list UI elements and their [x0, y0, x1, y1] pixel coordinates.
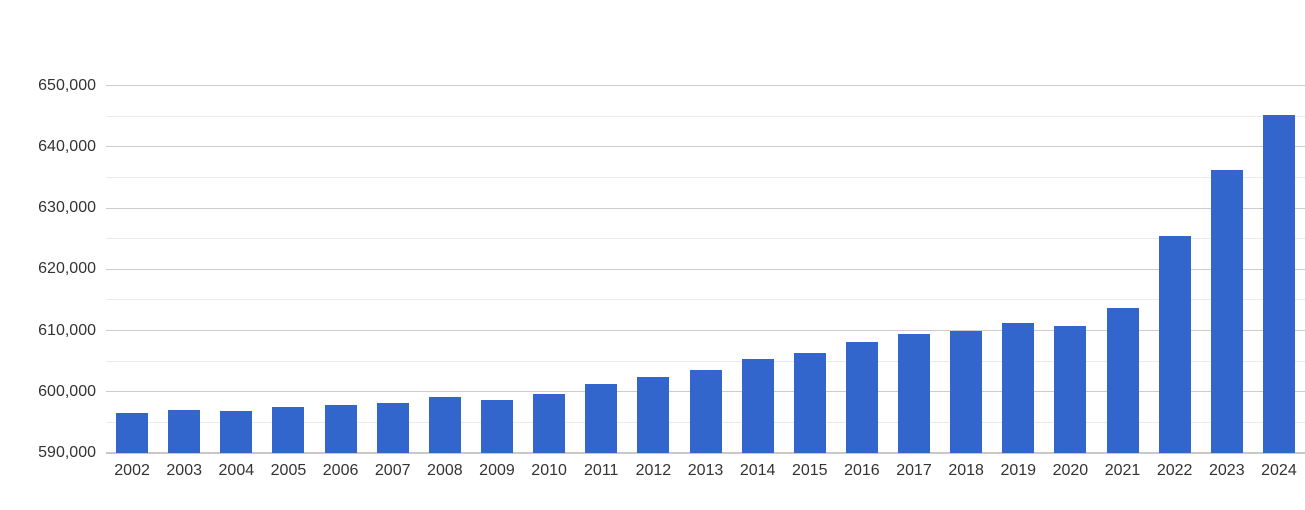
- bar-2016[interactable]: [845, 341, 878, 453]
- bar-2019[interactable]: [1002, 323, 1035, 453]
- bar-2008[interactable]: [428, 397, 461, 453]
- y-axis-label: 610,000: [38, 321, 96, 339]
- bar-2014[interactable]: [741, 358, 774, 453]
- x-axis-label-2016: 2016: [844, 462, 880, 479]
- bar-2024[interactable]: [1262, 114, 1295, 453]
- x-axis-label-2006: 2006: [322, 462, 359, 479]
- x-axis-label-2009: 2009: [479, 462, 515, 479]
- y-axis-label: 650,000: [38, 76, 96, 94]
- bar-2015[interactable]: [793, 352, 826, 453]
- x-axis-label-2008: 2008: [427, 462, 463, 479]
- bar-2003[interactable]: [168, 409, 201, 453]
- x-axis-label-2002: 2002: [114, 462, 150, 479]
- bar-2020[interactable]: [1054, 326, 1087, 453]
- x-axis-label-2018: 2018: [948, 462, 984, 479]
- minor-gridline: [106, 299, 1305, 301]
- x-axis-label-2021: 2021: [1104, 462, 1141, 479]
- x-axis-label-2012: 2012: [635, 462, 672, 479]
- major-gridline: [106, 207, 1305, 209]
- major-gridline: [106, 85, 1305, 86]
- x-axis-label-2015: 2015: [791, 462, 828, 479]
- bar-2012[interactable]: [637, 377, 670, 453]
- x-axis-label-2011: 2011: [584, 462, 619, 479]
- bar-2018[interactable]: [950, 331, 983, 453]
- bar-2010[interactable]: [533, 393, 566, 453]
- x-axis-label-2014: 2014: [739, 462, 776, 479]
- bar-2002[interactable]: [116, 412, 149, 453]
- bar-2017[interactable]: [898, 334, 931, 453]
- x-axis-label-2007: 2007: [374, 462, 411, 479]
- x-axis-label-2019: 2019: [1000, 462, 1037, 479]
- bar-2007[interactable]: [376, 403, 409, 453]
- x-axis-label-2004: 2004: [218, 462, 255, 479]
- x-axis-label-2003: 2003: [166, 462, 202, 479]
- major-gridline: [106, 268, 1305, 270]
- x-axis-label-2013: 2013: [687, 462, 724, 479]
- bar-2004[interactable]: [220, 410, 253, 453]
- x-axis-label-2017: 2017: [896, 462, 932, 479]
- bar-2013[interactable]: [689, 370, 722, 453]
- minor-gridline: [106, 115, 1305, 117]
- minor-gridline: [106, 176, 1305, 178]
- bar-2005[interactable]: [272, 407, 305, 453]
- x-axis-label-2024: 2024: [1261, 462, 1297, 479]
- bar-2023[interactable]: [1210, 170, 1243, 453]
- bar-2022[interactable]: [1158, 236, 1191, 453]
- minor-gridline: [106, 238, 1305, 240]
- x-axis-label-2010: 2010: [531, 462, 567, 479]
- x-axis-label-2022: 2022: [1156, 462, 1193, 479]
- y-axis-label: 590,000: [38, 444, 96, 461]
- bar-2021[interactable]: [1106, 307, 1139, 453]
- bar-2009[interactable]: [480, 399, 513, 453]
- x-axis-label-2005: 2005: [270, 462, 307, 479]
- bar-2006[interactable]: [324, 404, 357, 453]
- y-axis-label: 630,000: [38, 199, 96, 216]
- y-axis-label: 620,000: [38, 260, 96, 278]
- y-axis-label: 600,000: [38, 382, 96, 400]
- bar-2011[interactable]: [585, 383, 618, 453]
- x-axis-label-2023: 2023: [1209, 462, 1245, 479]
- y-axis-label: 640,000: [38, 137, 96, 155]
- x-axis-label-2020: 2020: [1052, 462, 1089, 479]
- major-gridline: [106, 146, 1305, 148]
